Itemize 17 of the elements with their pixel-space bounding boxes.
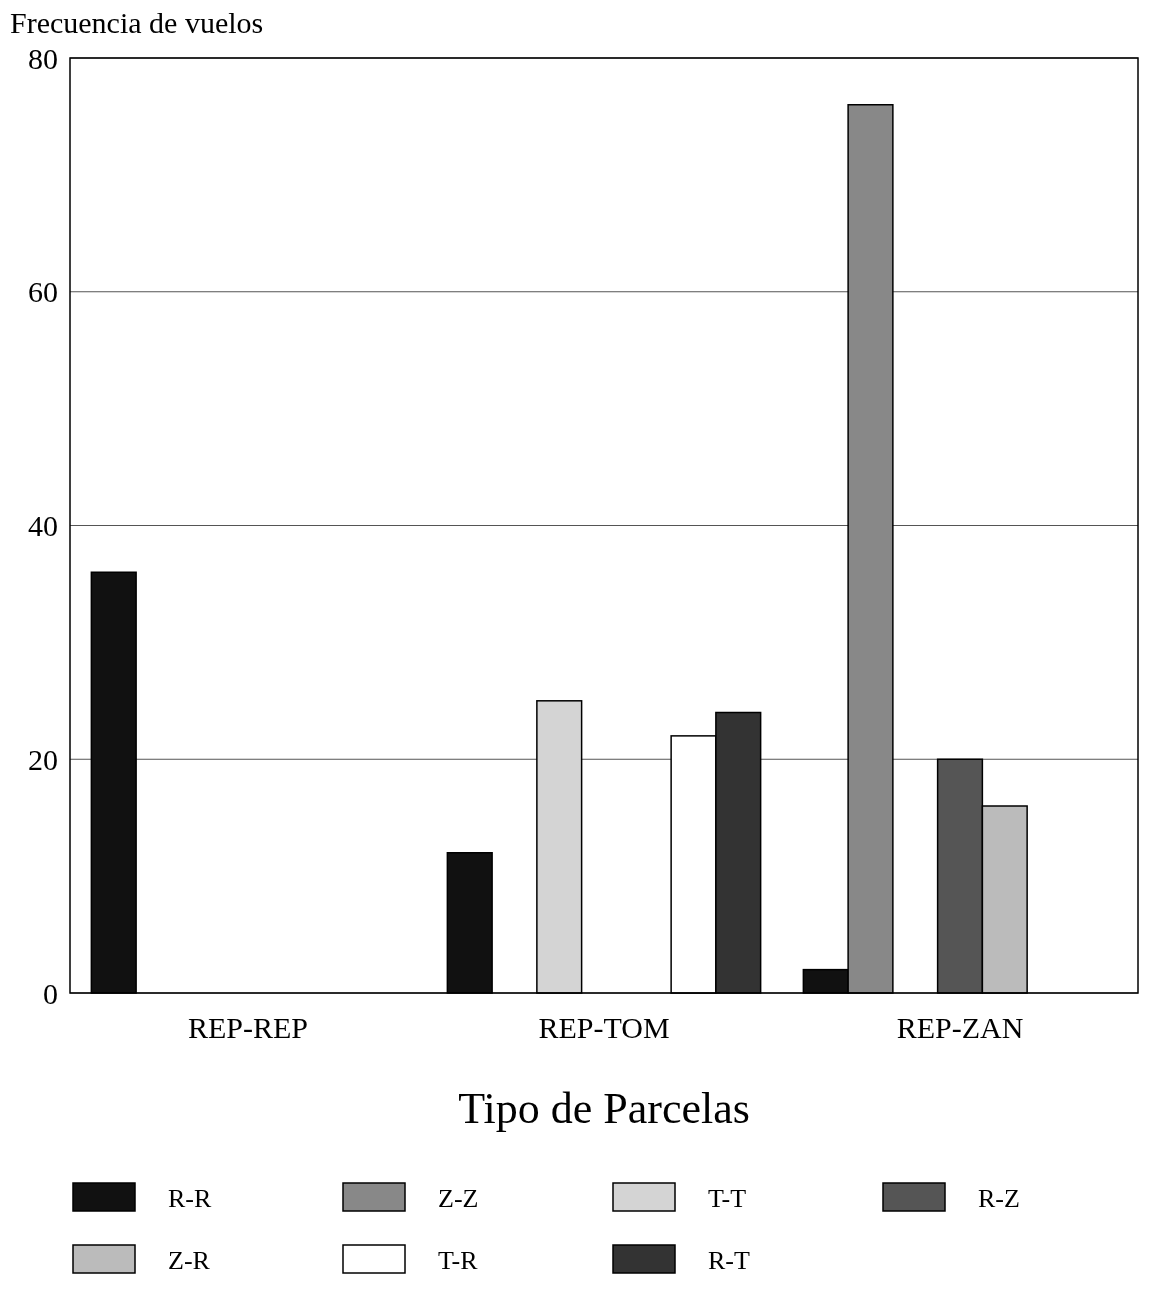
y-axis-title: Frecuencia de vuelos bbox=[10, 6, 264, 39]
y-tick-label: 60 bbox=[28, 275, 58, 309]
y-tick-label: 80 bbox=[28, 41, 58, 75]
legend-label: R-R bbox=[168, 1184, 212, 1214]
y-tick-label: 40 bbox=[28, 509, 58, 542]
y-tick-label: 20 bbox=[28, 742, 58, 776]
legend-label: T-R bbox=[438, 1246, 479, 1276]
legend-label: Z-R bbox=[168, 1246, 211, 1276]
legend-label: Z-Z bbox=[438, 1184, 479, 1214]
legend-label: R-T bbox=[708, 1246, 750, 1276]
x-tick-label: REP-REP bbox=[187, 1011, 309, 1044]
legend-label: R-Z bbox=[978, 1184, 1020, 1214]
x-axis-title: Tipo de Parcelas bbox=[458, 1084, 750, 1133]
legend-label: T-T bbox=[708, 1184, 747, 1214]
y-tick-label: 0 bbox=[43, 976, 58, 1010]
x-tick-label: REP-TOM bbox=[538, 1011, 670, 1044]
x-tick-label: REP-ZAN bbox=[896, 1011, 1024, 1044]
